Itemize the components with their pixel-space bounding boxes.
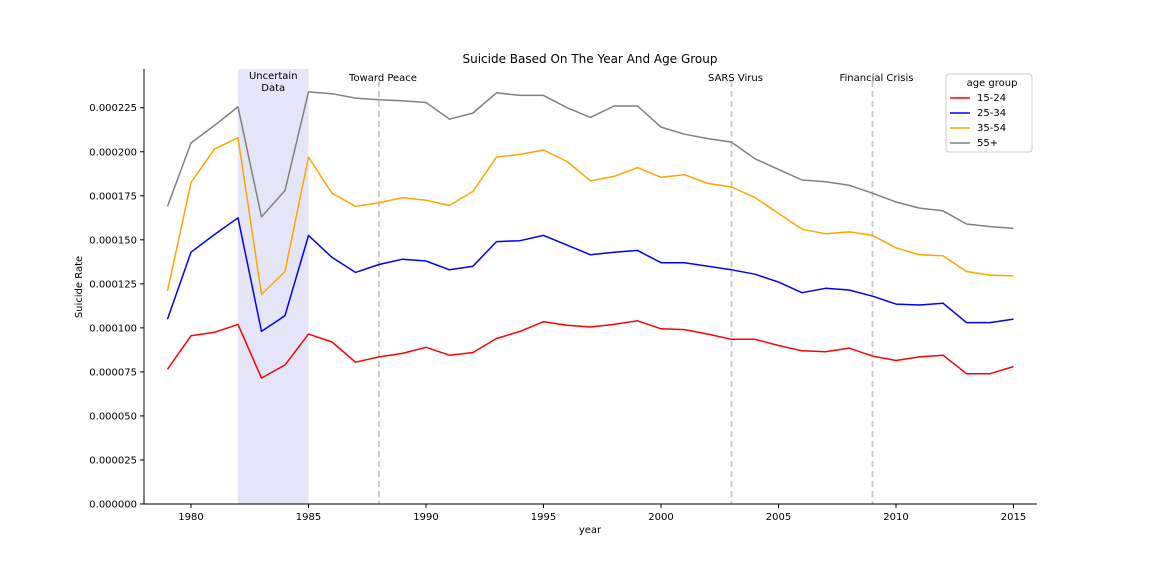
- y-tick-label: 0.000100: [89, 323, 137, 334]
- x-tick-label: 1990: [413, 512, 438, 523]
- x-axis-label: year: [579, 525, 602, 536]
- y-tick-label: 0.000225: [89, 103, 137, 114]
- y-tick-label: 0.000125: [89, 279, 137, 290]
- legend-box: [945, 73, 1033, 153]
- x-tick-label: 2005: [766, 512, 791, 523]
- x-tick-label: 1980: [178, 512, 203, 523]
- event-label: Financial Crisis: [839, 73, 913, 84]
- y-tick-label: 0.000050: [89, 411, 137, 422]
- legend: age group 15-24 25-34 35-54 55+: [945, 73, 1033, 153]
- series-line-25-34: [166, 217, 1014, 333]
- series-line-55+: [166, 91, 1014, 230]
- y-tick-label: 0.000175: [89, 191, 137, 202]
- plot-area: Uncertain Data Toward Peace SARS Virus Finan…: [89, 69, 1037, 523]
- y-tick-label: 0.000150: [89, 235, 137, 246]
- event-label: SARS Virus: [708, 73, 763, 84]
- x-tick-label: 1995: [531, 512, 556, 523]
- uncertain-data-label-line: Uncertain: [249, 71, 298, 82]
- x-tick-label: 2010: [883, 512, 908, 523]
- series-line-15-24: [166, 320, 1014, 379]
- x-tick-label: 2015: [1001, 512, 1026, 523]
- legend-label: 55+: [977, 138, 998, 149]
- uncertain-data-label: Uncertain Data: [249, 71, 298, 94]
- legend-label: 25-34: [977, 108, 1006, 119]
- x-tick-label: 1985: [296, 512, 321, 523]
- y-tick-label: 0.000000: [89, 500, 137, 511]
- y-axis-label: Suicide Rate: [74, 256, 85, 318]
- legend-label: 35-54: [977, 123, 1006, 134]
- legend-label: 15-24: [977, 93, 1006, 104]
- x-tick-label: 2000: [648, 512, 673, 523]
- uncertain-data-label-line: Data: [261, 83, 285, 94]
- y-tick-label: 0.000200: [89, 147, 137, 158]
- event-label: Toward Peace: [348, 73, 417, 84]
- legend-title: age group: [967, 78, 1018, 89]
- y-tick-label: 0.000025: [89, 455, 137, 466]
- chart-title: Suicide Based On The Year And Age Group: [463, 52, 718, 66]
- y-tick-label: 0.000075: [89, 367, 137, 378]
- series-line-35-54: [166, 136, 1014, 296]
